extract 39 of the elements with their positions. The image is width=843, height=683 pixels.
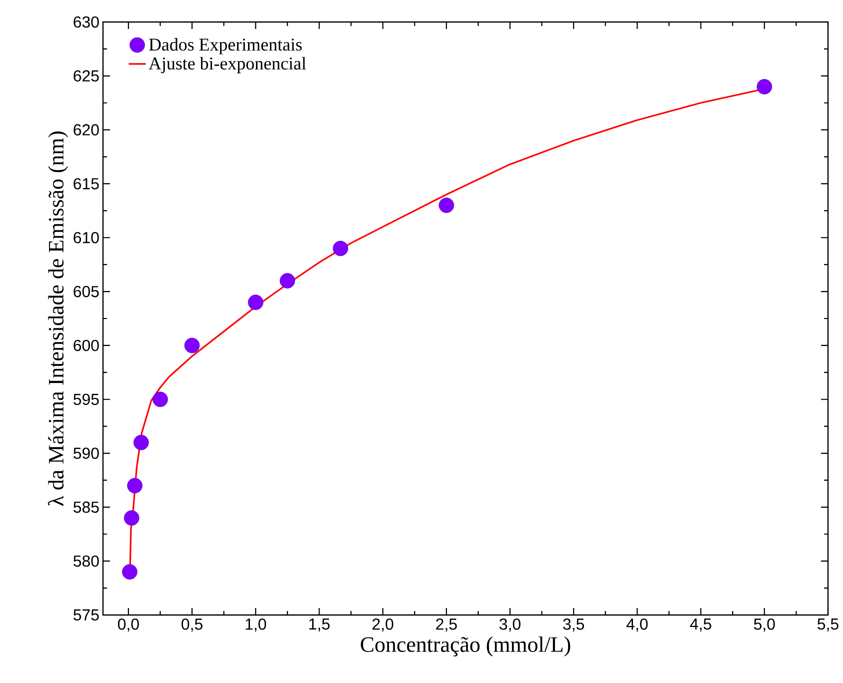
point <box>438 198 454 213</box>
x-tick-label: 1,0 <box>246 618 266 632</box>
y-tick-label: 605 <box>74 286 99 298</box>
y-tick-label: 620 <box>74 124 99 136</box>
x-tick-label: 5,0 <box>754 618 775 632</box>
y-tick-label: 580 <box>74 555 99 567</box>
y-tick-label: 625 <box>74 70 99 82</box>
point <box>124 510 140 526</box>
y-tick-label: 610 <box>74 232 99 244</box>
point <box>756 79 772 94</box>
point <box>332 240 348 256</box>
y-tick-label: 590 <box>74 448 99 459</box>
y-tick-label: 595 <box>74 394 99 406</box>
point <box>152 392 168 408</box>
y-tick-label: 615 <box>74 178 99 190</box>
x-axis-title: Concentração (mmol/L) <box>360 636 570 656</box>
x-tick-label: 1,5 <box>309 618 330 632</box>
point <box>133 434 149 450</box>
y-tick-label: 575 <box>74 609 99 621</box>
x-tick-label: 2,0 <box>372 618 394 632</box>
y-tick-label: 630 <box>74 16 99 28</box>
point <box>248 294 264 310</box>
x-tick-label: 3,0 <box>500 618 520 632</box>
x-tick-label: 0,0 <box>118 618 139 632</box>
x-tick-label: 4,5 <box>690 618 712 632</box>
x-tick-label: 4,0 <box>626 618 648 632</box>
y-axis-title: λ da Máxima Intensidade de Emissão (nm) <box>48 132 68 506</box>
x-tick-label: 3,5 <box>563 618 584 632</box>
point <box>184 338 200 354</box>
y-tick-label: 600 <box>74 340 99 352</box>
y-tick-label: 585 <box>74 502 99 513</box>
x-tick-label: 5,5 <box>818 618 838 632</box>
point <box>280 273 296 288</box>
x-tick-label: 2,5 <box>436 618 457 632</box>
point <box>127 478 142 494</box>
legend-label: Ajuste bi-exponencial <box>148 56 306 74</box>
point <box>122 564 138 580</box>
legend-label: Dados Experimentais <box>149 38 302 54</box>
x-tick-label: 0,5 <box>182 618 202 632</box>
